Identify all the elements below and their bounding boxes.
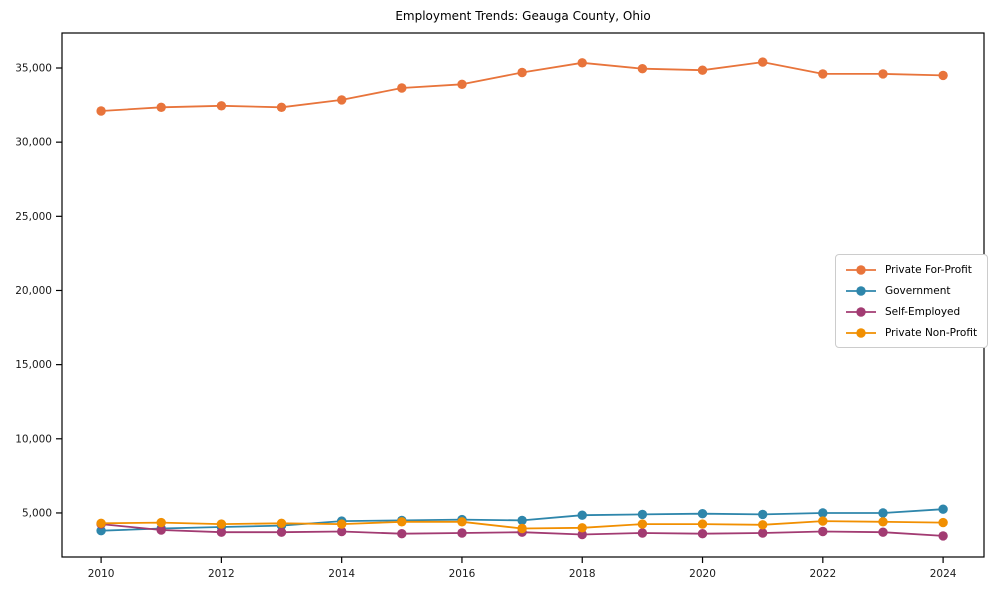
- data-point-private-non-profit: [637, 519, 648, 529]
- x-tick-label: 2012: [208, 568, 235, 580]
- x-tick-label: 2010: [88, 568, 115, 580]
- data-point-self-employed: [697, 529, 708, 539]
- y-tick-label: 5,000: [22, 507, 52, 519]
- data-point-private-non-profit: [697, 519, 708, 529]
- legend-item-private-non-profit: Private Non-Profit: [845, 325, 977, 340]
- data-point-private-non-profit: [337, 519, 347, 529]
- data-point-private-non-profit: [216, 519, 227, 529]
- y-tick-label: 35,000: [15, 63, 52, 75]
- data-point-private-for-profit: [878, 69, 888, 79]
- data-point-government: [758, 509, 768, 520]
- data-point-private-for-profit: [938, 70, 948, 81]
- data-point-government: [697, 509, 708, 519]
- legend-item-private-for-profit: Private For-Profit: [845, 262, 977, 277]
- legend: Private For-Profit Government Self-Employe…: [835, 254, 989, 348]
- data-point-self-employed: [397, 529, 407, 539]
- data-point-self-employed: [938, 531, 948, 541]
- data-point-private-for-profit: [818, 69, 828, 79]
- data-point-private-for-profit: [337, 95, 347, 105]
- data-point-self-employed: [156, 525, 166, 535]
- data-point-self-employed: [637, 528, 648, 538]
- data-point-self-employed: [276, 527, 287, 537]
- x-tick-label: 2022: [809, 568, 836, 580]
- y-tick-label: 10,000: [15, 433, 52, 445]
- data-point-government: [878, 508, 888, 518]
- data-point-private-non-profit: [276, 518, 287, 528]
- legend-marker-self-employed: [846, 306, 876, 317]
- data-point-private-for-profit: [577, 58, 587, 68]
- legend-label-government: Government: [885, 284, 951, 297]
- data-point-private-for-profit: [216, 101, 227, 111]
- data-point-private-for-profit: [697, 65, 708, 75]
- data-point-private-for-profit: [758, 57, 768, 67]
- data-point-private-for-profit: [457, 79, 467, 90]
- y-tick-label: 30,000: [15, 137, 52, 149]
- data-point-government: [637, 509, 648, 520]
- legend-marker-government: [846, 285, 876, 296]
- data-point-private-for-profit: [397, 83, 407, 93]
- data-point-self-employed: [818, 526, 828, 537]
- data-point-private-non-profit: [758, 520, 768, 530]
- data-point-self-employed: [577, 529, 587, 540]
- data-point-private-non-profit: [577, 523, 587, 533]
- data-point-self-employed: [337, 526, 347, 537]
- data-point-private-non-profit: [878, 517, 888, 527]
- data-point-private-for-profit: [96, 106, 106, 116]
- data-point-private-for-profit: [517, 67, 527, 78]
- x-tick-label: 2020: [689, 568, 716, 580]
- data-point-private-for-profit: [637, 63, 648, 74]
- data-point-government: [577, 510, 587, 520]
- data-point-government: [517, 515, 527, 526]
- data-point-private-non-profit: [397, 517, 407, 527]
- legend-marker-private-for-profit: [846, 264, 876, 275]
- data-point-government: [96, 526, 106, 536]
- legend-label-private-for-profit: Private For-Profit: [885, 263, 972, 276]
- x-tick-label: 2024: [930, 568, 957, 580]
- legend-marker-private-non-profit: [846, 327, 876, 338]
- data-point-private-non-profit: [818, 516, 828, 526]
- data-point-private-for-profit: [276, 102, 287, 113]
- x-tick-label: 2016: [449, 568, 476, 580]
- y-tick-label: 25,000: [15, 211, 52, 223]
- legend-item-government: Government: [845, 283, 977, 298]
- data-point-self-employed: [457, 528, 467, 538]
- y-tick-label: 20,000: [15, 285, 52, 297]
- x-tick-label: 2014: [328, 568, 355, 580]
- data-point-self-employed: [216, 527, 227, 537]
- data-point-government: [938, 504, 948, 514]
- data-point-private-for-profit: [156, 102, 166, 113]
- data-point-self-employed: [758, 528, 768, 538]
- data-point-self-employed: [878, 527, 888, 537]
- data-point-private-non-profit: [457, 517, 467, 527]
- data-point-private-non-profit: [96, 518, 106, 528]
- y-tick-label: 15,000: [15, 359, 52, 371]
- data-point-private-non-profit: [517, 523, 527, 534]
- data-point-private-non-profit: [938, 517, 948, 528]
- legend-label-private-non-profit: Private Non-Profit: [885, 326, 978, 339]
- data-point-private-non-profit: [156, 517, 166, 528]
- data-point-government: [818, 508, 828, 518]
- legend-label-self-employed: Self-Employed: [885, 305, 961, 318]
- chart-title: Employment Trends: Geauga County, Ohio: [395, 9, 651, 23]
- x-tick-label: 2018: [569, 568, 596, 580]
- legend-item-self-employed: Self-Employed: [845, 304, 977, 319]
